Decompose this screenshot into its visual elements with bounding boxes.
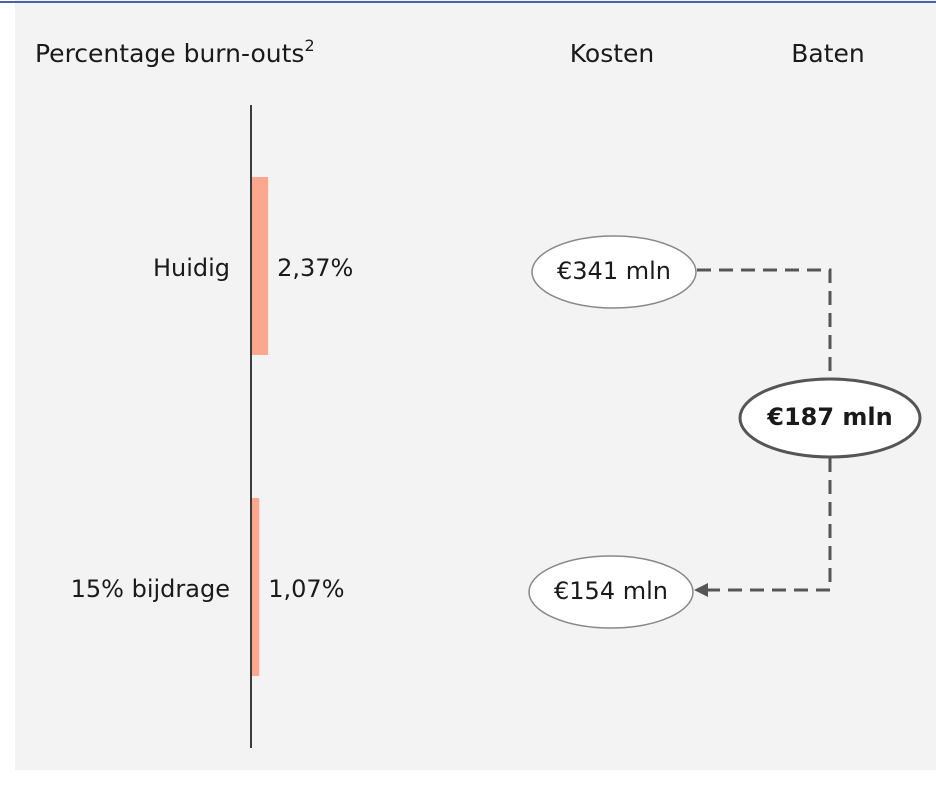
value-label: 1,07% <box>268 575 344 603</box>
arrow-head <box>694 583 708 597</box>
cost-node <box>528 555 694 629</box>
title-text: Percentage burn-outs <box>35 39 304 68</box>
bar <box>252 177 269 355</box>
category-label: Huidig <box>153 254 230 282</box>
node-label: €341 mln <box>557 257 671 285</box>
connector <box>708 458 832 592</box>
cost-node <box>531 235 697 309</box>
bar <box>252 498 260 676</box>
node-label: €187 mln <box>766 403 892 431</box>
node-label: €154 mln <box>554 577 668 605</box>
footnote-marker: 2 <box>304 36 314 55</box>
category-label: 15% bijdrage <box>71 575 230 603</box>
chart-title: Percentage burn-outs2 <box>35 36 315 69</box>
value-label: 2,37% <box>277 254 353 282</box>
column-header: Kosten <box>570 39 655 68</box>
connector <box>697 268 832 378</box>
column-header: Baten <box>791 39 865 68</box>
connectors <box>697 268 832 592</box>
benefit-node <box>738 377 922 459</box>
